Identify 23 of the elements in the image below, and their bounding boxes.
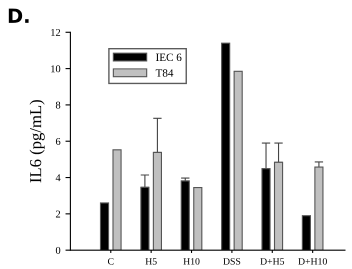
legend-label: T84 (156, 69, 174, 77)
y-axis-title: IL6 (pg/mL) (30, 100, 45, 183)
chart-title: D. (8, 8, 29, 23)
bar (314, 166, 324, 250)
y-tick-label: 2 (56, 210, 60, 218)
x-tick-label: H5 (145, 258, 157, 265)
bar (193, 186, 202, 250)
y-tick-label: 8 (56, 102, 60, 109)
y-tick-label: 10 (51, 65, 60, 72)
bar (152, 152, 162, 250)
bar (274, 162, 284, 250)
y-tick-label: 6 (56, 138, 60, 145)
x-tick-label: DSS (223, 258, 240, 265)
legend-label: IEC 6 (156, 54, 182, 62)
bar (112, 149, 122, 250)
y-tick-label: 4 (56, 174, 61, 182)
x-tick-label: H10 (183, 258, 200, 265)
x-tick-label: D+H5 (260, 258, 284, 265)
y-tick-label: 12 (51, 28, 60, 36)
x-tick-label: C (108, 258, 114, 265)
bar (234, 70, 243, 250)
y-tick-label: 0 (56, 246, 60, 254)
x-tick-label: D+H10 (298, 258, 327, 265)
